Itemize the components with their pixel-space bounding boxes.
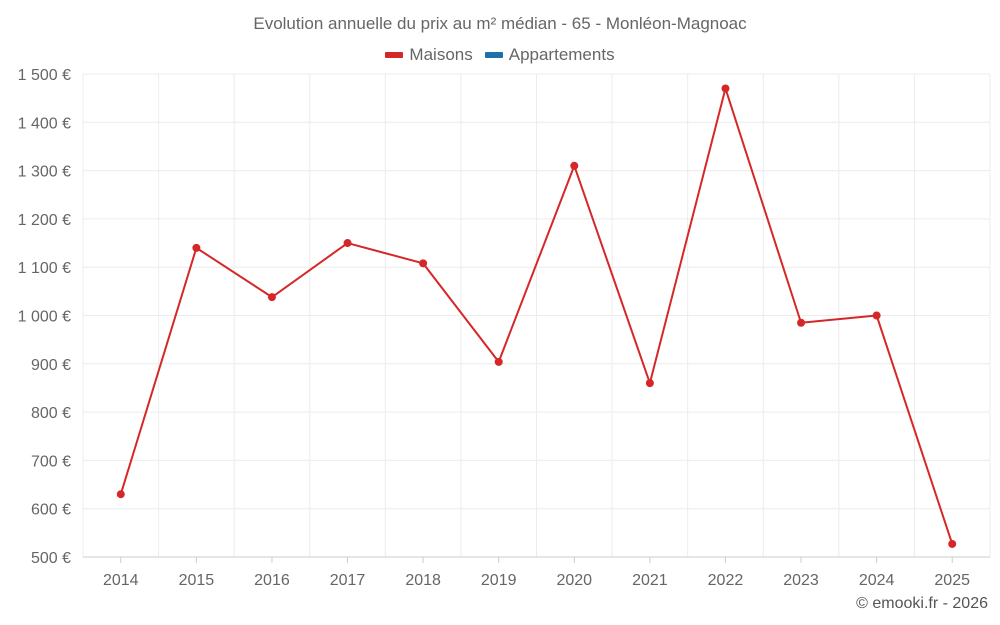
series-line-maisons: [119, 87, 954, 545]
x-tick-label: 2024: [859, 572, 895, 589]
legend-swatch-maisons: [385, 52, 404, 58]
x-tick-label: 2016: [254, 572, 290, 589]
y-tick-label: 700 €: [31, 453, 71, 470]
data-point-maisons[interactable]: [872, 311, 881, 320]
legend-item-maisons[interactable]: Maisons: [385, 45, 473, 65]
y-tick-label: 1 300 €: [18, 164, 71, 181]
x-tick-label: 2015: [179, 572, 215, 589]
x-axis-tick-labels: 2014 2015 2016 2017 2018 2019 2020 2021 2022 2023…: [103, 572, 970, 589]
data-point-maisons[interactable]: [343, 239, 352, 248]
data-point-maisons[interactable]: [948, 539, 957, 548]
data-point-maisons[interactable]: [419, 259, 428, 268]
legend-label-maisons: Maisons: [409, 45, 473, 64]
x-tick-label: 2018: [405, 572, 441, 589]
x-tick-label: 2017: [330, 572, 366, 589]
series-points: [116, 84, 957, 548]
legend-label-appartements: Appartements: [508, 45, 615, 64]
y-tick-label: 600 €: [31, 502, 71, 519]
data-point-maisons[interactable]: [570, 161, 579, 170]
x-tick-label: 2019: [481, 572, 517, 589]
y-tick-label: 1 100 €: [18, 260, 71, 277]
data-point-maisons[interactable]: [721, 84, 730, 93]
x-tick-label: 2021: [632, 572, 668, 589]
x-tick-label: 2023: [783, 572, 819, 589]
data-point-maisons[interactable]: [494, 357, 503, 366]
y-tick-label: 1 500 €: [18, 67, 71, 84]
y-tick-label: 1 000 €: [18, 309, 71, 326]
data-point-maisons[interactable]: [192, 243, 201, 252]
y-tick-label: 500 €: [31, 550, 71, 567]
series-lines: [119, 87, 954, 545]
y-tick-label: 1 200 €: [18, 212, 71, 229]
x-tick-label: 2025: [934, 572, 970, 589]
chart-title: Evolution annuelle du prix au m² médian …: [253, 14, 747, 33]
legend-swatch-appartements: [484, 52, 503, 58]
data-point-maisons[interactable]: [797, 318, 806, 327]
x-tick-label: 2014: [103, 572, 139, 589]
axes: [83, 556, 990, 563]
grid-lines: [82, 73, 991, 557]
x-tick-label: 2020: [556, 572, 592, 589]
y-tick-label: 900 €: [31, 357, 71, 374]
y-tick-label: 1 400 €: [18, 115, 71, 132]
legend-item-appartements[interactable]: Appartements: [484, 45, 615, 65]
x-tick-label: 2022: [708, 572, 744, 589]
copyright-text: © emooki.fr - 2026: [856, 595, 988, 612]
legend: Maisons Appartements: [0, 45, 1000, 65]
y-axis-tick-labels: 500 € 600 € 700 € 800 € 900 € 1 000 € 1 100 € 1…: [18, 67, 71, 567]
data-point-maisons[interactable]: [645, 379, 654, 388]
y-tick-label: 800 €: [31, 405, 71, 422]
data-point-maisons[interactable]: [116, 490, 125, 499]
data-point-maisons[interactable]: [267, 293, 276, 302]
